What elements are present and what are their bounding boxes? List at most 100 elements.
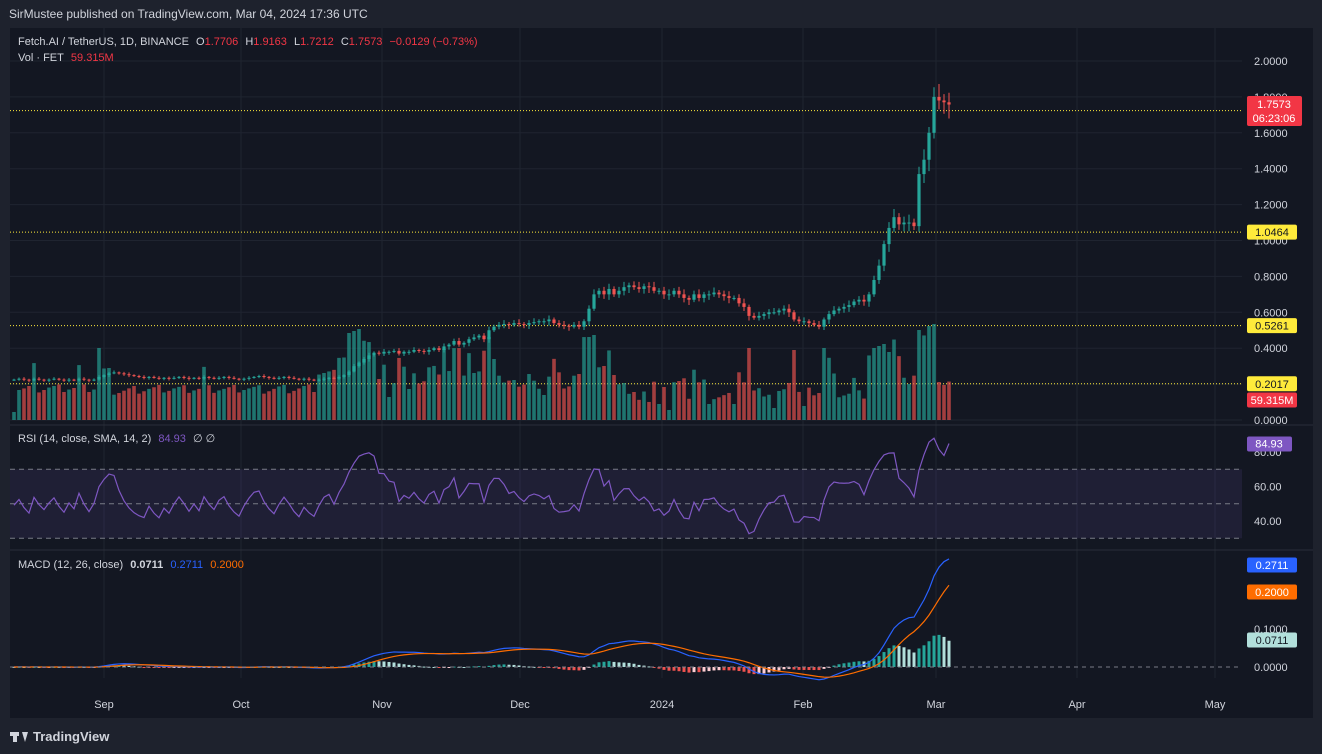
macd-histogram-bar	[902, 647, 906, 667]
volume-bar	[297, 388, 301, 420]
macd-histogram-bar	[607, 661, 611, 667]
volume-bar	[292, 390, 296, 420]
macd-histogram-bar	[707, 667, 711, 672]
candle-body	[212, 377, 216, 379]
volume-bar	[252, 386, 256, 420]
macd-histogram-bar	[567, 667, 571, 671]
macd-histogram-bar	[487, 665, 491, 667]
close-label: C	[340, 36, 349, 48]
macd-line-badge: 0.2711	[1256, 560, 1289, 572]
candle-body	[717, 292, 721, 295]
macd-hist-badge-bg	[1247, 632, 1297, 648]
volume-label: Vol · FET	[18, 52, 64, 64]
volume-bar	[477, 371, 481, 420]
candle-body	[892, 217, 896, 228]
volume-bar	[302, 386, 306, 420]
time-tick-label: Oct	[232, 699, 249, 711]
volume-bar	[592, 335, 596, 420]
volume-bar	[387, 397, 391, 420]
candle-body	[132, 375, 136, 377]
volume-bar	[457, 348, 461, 420]
candle-body	[382, 351, 386, 354]
candle-body	[627, 285, 631, 288]
candle-body	[397, 350, 401, 354]
macd-histogram-bar	[757, 667, 761, 675]
candle-body	[27, 379, 31, 381]
volume-bar	[567, 386, 571, 420]
volume-bar	[127, 388, 131, 420]
candle-body	[777, 310, 781, 313]
volume-bar	[217, 390, 221, 420]
volume-bar	[182, 385, 186, 420]
volume-bar	[577, 374, 581, 420]
volume-bar	[612, 375, 616, 420]
volume-bar	[657, 404, 661, 420]
candle-body	[947, 102, 951, 105]
candle-body	[687, 297, 691, 300]
candle-body	[242, 378, 246, 380]
macd-histogram-bar	[352, 664, 356, 667]
candle-body	[317, 379, 321, 381]
volume-bar	[532, 380, 536, 420]
volume-bar	[227, 387, 231, 420]
level-badge-2-bg	[1247, 224, 1297, 240]
candle-body	[867, 294, 871, 302]
chart-svg[interactable]: 2.00001.80001.60001.40001.20001.00000.80…	[10, 28, 1313, 718]
volume-bar	[377, 379, 381, 420]
candle-body	[342, 375, 346, 377]
volume-bar	[772, 408, 776, 420]
macd-histogram-bar	[492, 665, 496, 667]
volume-bar	[647, 401, 651, 420]
candle-body	[532, 322, 536, 324]
volume-bar	[342, 357, 346, 420]
macd-histogram-bar	[742, 667, 746, 672]
volume-bar	[287, 393, 291, 420]
macd-histogram-bar	[777, 667, 781, 671]
macd-histogram-bar	[717, 667, 721, 671]
rsi-tick-label: 60.00	[1254, 482, 1282, 494]
volume-bar	[362, 340, 366, 420]
volume-bar	[537, 388, 541, 420]
footer-brand[interactable]: TradingView	[10, 726, 109, 746]
macd-histogram-bar	[447, 667, 451, 668]
macd-label: MACD (12, 26, close)	[18, 559, 124, 571]
candle-body	[127, 374, 131, 376]
macd-histogram-bar	[407, 664, 411, 667]
macd-histogram-bar	[632, 663, 636, 667]
volume-bar	[792, 350, 796, 420]
price-badge-value: 1.7573	[1257, 99, 1291, 111]
chart-frame[interactable]: 2.00001.80001.60001.40001.20001.00000.80…	[10, 28, 1313, 718]
candle-body	[177, 376, 181, 378]
volume-bar	[512, 380, 516, 420]
volume-bar	[682, 378, 686, 420]
macd-histogram-bar	[602, 661, 606, 667]
candle-body	[407, 351, 411, 353]
volume-bar	[572, 375, 576, 420]
macd-histogram-bar	[667, 667, 671, 671]
candle-body	[402, 351, 406, 354]
candle-body	[737, 297, 741, 304]
volume-bar	[642, 391, 646, 420]
volume-bar	[402, 366, 406, 420]
macd-legend: MACD (12, 26, close) 0.0711 0.2711 0.200…	[18, 559, 248, 571]
volume-bar	[917, 330, 921, 420]
macd-histogram-bar	[947, 640, 951, 667]
volume-bar	[522, 384, 526, 420]
volume-bar	[767, 394, 771, 420]
volume-bar	[157, 384, 161, 420]
candle-body	[67, 379, 71, 381]
candle-body	[172, 377, 176, 379]
macd-histogram-bar	[497, 664, 501, 667]
candle-body	[512, 323, 516, 325]
volume-bar	[337, 357, 341, 420]
volume-bar	[627, 393, 631, 420]
volume-bar	[187, 392, 191, 420]
macd-histogram-bar	[772, 667, 776, 672]
macd-histogram-bar	[877, 656, 881, 667]
macd-tick-label: 0.0000	[1254, 662, 1288, 674]
volume-bar	[427, 367, 431, 420]
candle-body	[77, 378, 81, 381]
time-tick-label: Feb	[794, 699, 813, 711]
volume-bar	[927, 326, 931, 420]
volume-bar	[72, 388, 76, 420]
